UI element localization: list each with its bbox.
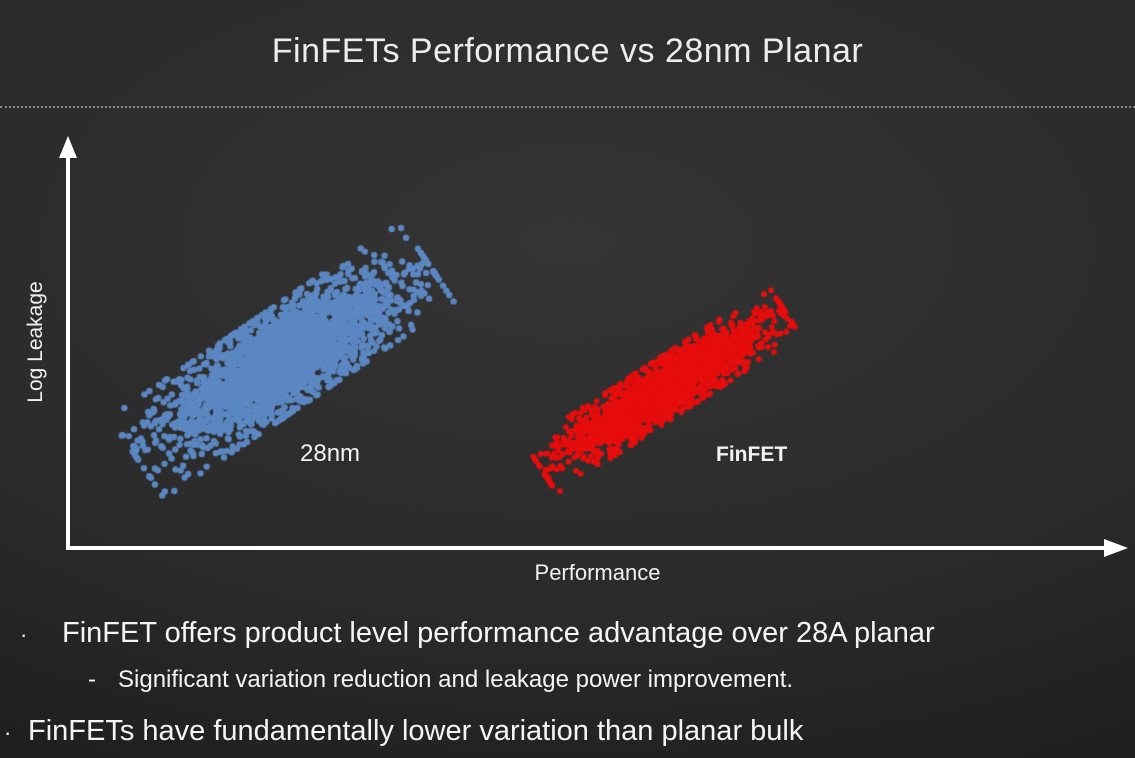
bullet-text: FinFETs have fundamentally lower variati… <box>28 715 804 747</box>
series-label-28nm: 28nm <box>300 440 361 467</box>
bullet-item: · FinFET offers product level performanc… <box>20 615 935 651</box>
bullet-text: FinFET offers product level performance … <box>62 617 935 649</box>
bullet-marker: · <box>20 622 28 647</box>
y-axis-label: Log Leakage <box>24 281 47 403</box>
bullet-text: Significant variation reduction and leak… <box>118 666 794 693</box>
bullet-marker: - <box>88 666 96 693</box>
x-axis-label: Performance <box>534 560 661 585</box>
bullet-marker: · <box>4 720 12 745</box>
bullet-subitem: - Significant variation reduction and le… <box>88 665 793 695</box>
bullet-item: · FinFETs have fundamentally lower varia… <box>4 713 803 749</box>
series-label-finfet: FinFET <box>716 443 788 466</box>
